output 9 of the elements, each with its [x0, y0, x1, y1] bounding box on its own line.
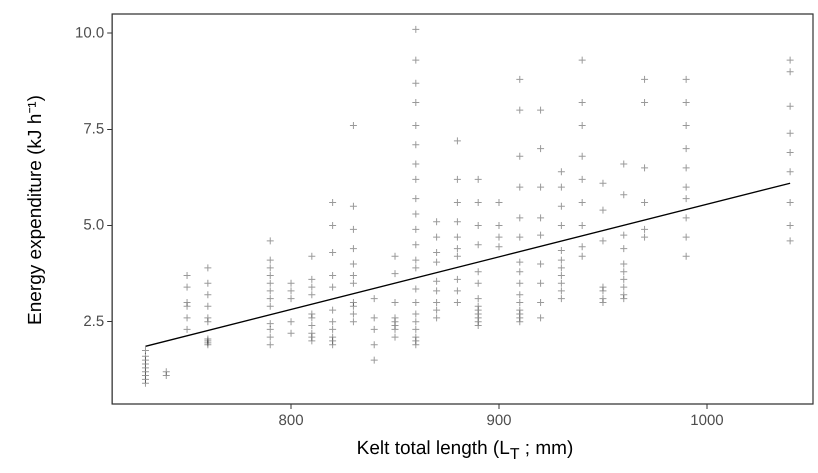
y-tick-label: 10.0	[74, 24, 104, 42]
y-axis-title: Energy expenditure (kJ h⁻¹)	[24, 95, 47, 325]
x-axis-title: Kelt total length (L$_{T}$ ; mm)	[356, 438, 574, 464]
y-tick-label: 2.5	[83, 312, 104, 330]
y-tick-label: 5.0	[83, 216, 104, 234]
x-tick-label: 1000	[690, 412, 724, 430]
x-tick-label: 900	[486, 412, 512, 430]
x-tick-label: 800	[278, 412, 304, 430]
y-tick-label: 7.5	[83, 120, 104, 138]
